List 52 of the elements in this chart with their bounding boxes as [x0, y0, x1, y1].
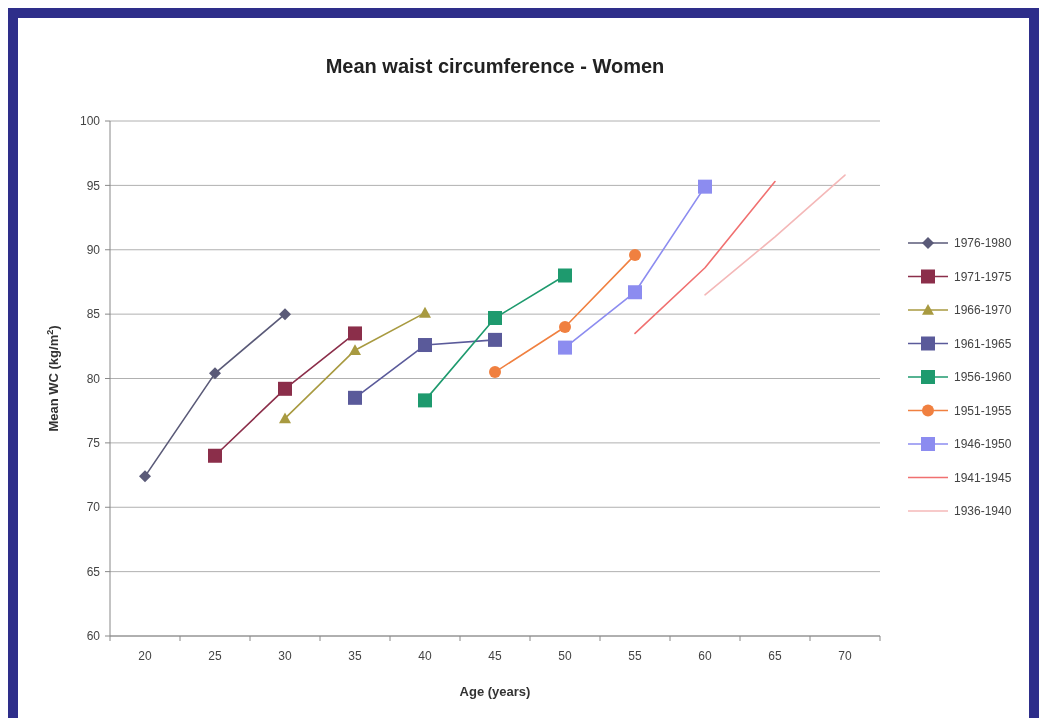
point — [558, 340, 572, 355]
point — [698, 179, 712, 194]
y-tick-label: 60 — [86, 629, 101, 644]
point — [559, 321, 571, 333]
point — [488, 332, 502, 347]
x-axis-title: Age (years) — [459, 684, 531, 699]
x-tick-label: 55 — [628, 649, 642, 663]
y-tick-label: 70 — [86, 500, 101, 515]
y-tick-label: 65 — [86, 564, 101, 579]
point — [488, 310, 502, 325]
point — [419, 306, 431, 318]
legend-label: 1976-1980 — [954, 236, 1012, 251]
point — [558, 268, 572, 283]
y-tick-label: 95 — [86, 178, 101, 193]
point — [628, 285, 642, 300]
point — [629, 248, 641, 261]
y-tick-label: 80 — [86, 371, 101, 386]
y-tick-label: 90 — [86, 242, 101, 257]
x-tick-label: 45 — [488, 649, 502, 663]
x-tick-label: 35 — [348, 649, 362, 663]
point — [209, 367, 221, 380]
x-tick-label: 60 — [698, 649, 712, 663]
x-tick-label: 70 — [838, 649, 852, 663]
y-tick-label: 85 — [86, 307, 101, 322]
x-tick-label: 20 — [138, 649, 152, 663]
x-tick-label: 40 — [418, 649, 432, 663]
y-tick-label: 75 — [86, 436, 101, 451]
point — [418, 338, 432, 353]
legend-label: 1951-1955 — [954, 403, 1012, 418]
legend-label: 1941-1945 — [954, 470, 1012, 485]
x-tick-label: 25 — [208, 649, 222, 663]
legend-label: 1946-1950 — [954, 437, 1012, 452]
chart-title: Mean waist circumference - Women — [325, 55, 665, 77]
x-tick-label: 50 — [558, 649, 572, 663]
point — [489, 366, 501, 379]
point — [348, 326, 362, 341]
point — [139, 470, 151, 483]
legend-label: 1956-1960 — [954, 370, 1012, 385]
point — [418, 393, 432, 408]
point — [348, 390, 362, 405]
legend-label: 1966-1970 — [954, 303, 1012, 318]
point — [279, 412, 291, 424]
legend-label: 1936-1940 — [954, 504, 1012, 519]
legend-label: 1971-1975 — [954, 269, 1012, 284]
y-tick-label: 100 — [79, 114, 101, 129]
point — [279, 308, 291, 321]
point — [208, 448, 222, 463]
point — [349, 344, 361, 355]
legend-label: 1961-1965 — [954, 336, 1012, 351]
x-tick-label: 30 — [278, 649, 292, 663]
point — [278, 381, 292, 396]
x-tick-label: 65 — [768, 649, 782, 663]
